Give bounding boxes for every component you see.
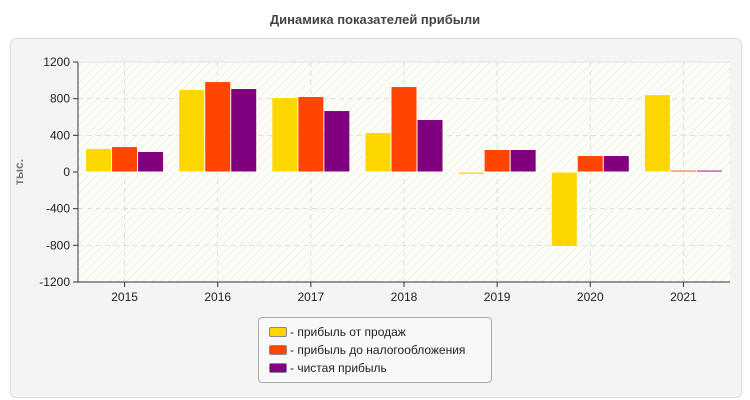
- y-tick-label: -800: [46, 238, 70, 252]
- bar-2017-series-2: [298, 97, 324, 172]
- x-tick-label: 2017: [298, 290, 325, 304]
- legend-swatch: [269, 327, 287, 337]
- bar-2015-series-3: [138, 152, 164, 172]
- legend: - прибыль от продаж - прибыль до налогооб…: [258, 317, 492, 383]
- bar-2019-series-1: [458, 172, 484, 174]
- x-tick-label: 2020: [577, 290, 604, 304]
- x-tick-label: 2015: [111, 290, 138, 304]
- bar-2019-series-2: [484, 150, 510, 172]
- y-tick-label: 1200: [43, 55, 70, 69]
- legend-label: - прибыль от продаж: [290, 325, 406, 339]
- legend-swatch: [269, 345, 287, 355]
- bar-2018-series-2: [391, 87, 417, 172]
- x-tick-label: 2018: [391, 290, 418, 304]
- y-tick-label: 800: [50, 92, 70, 106]
- legend-item: - прибыль до налогообложения: [269, 341, 491, 359]
- bar-2018-series-3: [417, 120, 443, 172]
- bar-2021-series-1: [644, 95, 670, 172]
- y-tick-label: 0: [63, 165, 70, 179]
- bar-2015-series-2: [112, 147, 138, 172]
- bar-2020-series-3: [603, 156, 629, 172]
- legend-item: - чистая прибыль: [269, 359, 491, 377]
- bar-2016-series-2: [205, 82, 231, 172]
- y-axis-label: тыс.: [12, 159, 26, 185]
- bar-2017-series-3: [324, 111, 350, 172]
- x-tick-label: 2019: [484, 290, 511, 304]
- legend-label: - прибыль до налогообложения: [290, 343, 466, 357]
- bar-2017-series-1: [272, 98, 298, 172]
- bar-2016-series-1: [179, 90, 205, 172]
- bar-2020-series-1: [551, 172, 577, 246]
- legend-label: - чистая прибыль: [290, 361, 387, 375]
- y-tick-label: -400: [46, 202, 70, 216]
- legend-swatch: [269, 363, 287, 373]
- bar-2018-series-1: [365, 133, 391, 172]
- y-tick-label: -1200: [39, 275, 70, 289]
- x-tick-label: 2016: [204, 290, 231, 304]
- bar-2021-series-3: [696, 170, 722, 172]
- bar-2021-series-2: [670, 170, 696, 172]
- bar-2019-series-3: [510, 150, 536, 172]
- bar-2016-series-3: [231, 89, 257, 172]
- chart-title: Динамика показателей прибыли: [269, 12, 481, 27]
- x-tick-label: 2021: [670, 290, 697, 304]
- y-tick-label: 400: [50, 128, 70, 142]
- bar-2015-series-1: [86, 148, 112, 172]
- legend-item: - прибыль от продаж: [269, 323, 491, 341]
- bar-2020-series-2: [577, 156, 603, 172]
